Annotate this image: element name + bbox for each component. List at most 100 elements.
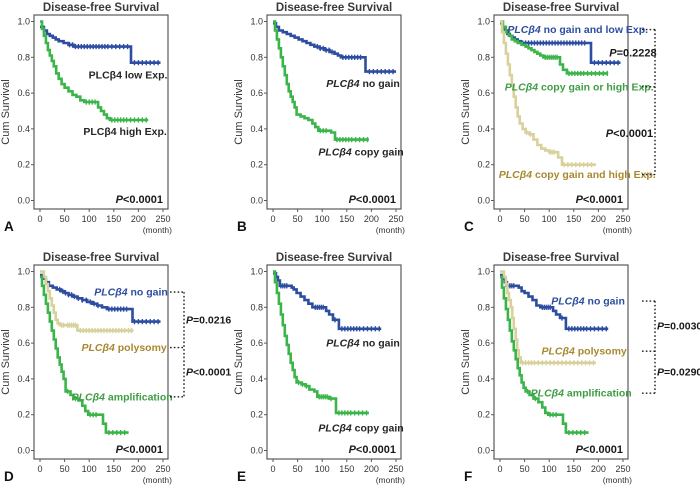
x-tick-label: 100 (82, 214, 97, 224)
x-tick-label: 0 (270, 214, 275, 224)
x-tick-label: 250 (155, 214, 170, 224)
x-tick-label: 150 (106, 214, 121, 224)
x-tick-label: 250 (155, 464, 170, 474)
x-tick-label: 150 (339, 464, 354, 474)
survival-curve-plcb4-copy-gain-or-high-exp (500, 20, 609, 75)
survival-curve-plcb4-low-exp (40, 25, 161, 64)
y-tick-label: 0.4 (250, 124, 263, 134)
p-value-bracket: P<0.0001 (186, 367, 231, 379)
y-tick-label: 0.6 (17, 88, 30, 98)
y-tick-label: 1.0 (477, 17, 490, 27)
x-tick-label: 0 (497, 464, 502, 474)
x-tick-label: 0 (37, 464, 42, 474)
y-tick-label: 0.4 (250, 374, 263, 384)
panel-letter: D (4, 469, 14, 484)
y-tick-label: 0.0 (477, 196, 490, 206)
plot-area-border (266, 14, 402, 210)
curve-label-plcb4-no-gain: PLCβ4 no gain (326, 338, 400, 350)
x-tick-label: 150 (566, 464, 581, 474)
km-plot-d: Disease-free Survival Cum Survival 0.0 0.2 0… (0, 252, 231, 485)
curve-label-plcb4-copy-gain-and-high-exp: PLCβ4 copy gain and high Exp. (499, 169, 656, 181)
y-tick-label: 0.6 (250, 88, 263, 98)
x-tick-label: 0 (497, 214, 502, 224)
x-tick-label: 50 (293, 214, 303, 224)
survival-curve-plcb4-copy-gain (273, 20, 369, 141)
p-value-annotation: P=0.2228 (609, 47, 656, 59)
panel-letter: E (237, 469, 246, 484)
x-tick-label: 0 (37, 214, 42, 224)
y-axis-label: Cum Survival (233, 329, 245, 394)
y-tick-label: 1.0 (250, 17, 263, 27)
y-tick-label: 1.0 (17, 267, 30, 277)
survival-curve-plcb4-amplification (40, 275, 129, 434)
y-tick-label: 0.2 (17, 410, 30, 420)
p-value-bracket: P=0.0216 (186, 314, 231, 326)
y-tick-label: 0.0 (477, 446, 490, 456)
x-tick-label: 200 (364, 464, 379, 474)
x-unit-label: (month) (376, 225, 405, 235)
y-tick-label: 0.2 (250, 410, 263, 420)
p-value-bracket: P=0.0290 (657, 367, 700, 379)
y-tick-label: 0.4 (477, 124, 490, 134)
curve-label-plcb4-copy-gain: PLCβ4 copy gain (318, 423, 403, 435)
x-unit-label: (month) (143, 475, 172, 485)
curve-label-plcb4-polysomy: PLCβ4 polysomy (81, 342, 166, 354)
panel-e: Disease-free Survival Cum Survival 0.0 0.2 0… (233, 250, 466, 504)
y-tick-label: 1.0 (17, 17, 30, 27)
curve-label-plcb4-no-gain: PLCβ4 no gain (94, 287, 168, 299)
y-tick-label: 0.4 (17, 124, 30, 134)
y-axis-label: Cum Survival (0, 79, 12, 144)
x-tick-label: 250 (615, 464, 630, 474)
km-plot-b: Disease-free Survival Cum Survival 0.0 0.2 0… (233, 2, 405, 235)
curve-label-plcb4-low-exp: PLCβ4 low Exp. (89, 70, 168, 82)
y-tick-label: 0.0 (250, 446, 263, 456)
x-unit-label: (month) (376, 475, 405, 485)
x-unit-label: (month) (603, 225, 632, 235)
survival-curve-plcb4-copy-gain (273, 270, 369, 415)
p-value-bracket: P=0.0030 (657, 321, 700, 333)
x-tick-label: 100 (542, 214, 557, 224)
plot-title: Disease-free Survival (503, 252, 619, 264)
y-tick-label: 0.6 (477, 338, 490, 348)
plot-title: Disease-free Survival (43, 252, 159, 264)
plot-title: Disease-free Survival (276, 2, 392, 14)
panel-a: Disease-free Survival Cum Survival 0.0 0.2 0… (0, 0, 233, 255)
curve-label-plcb4-polysomy: PLCβ4 polysomy (541, 346, 626, 358)
survival-curve-plcb4-polysomy (500, 270, 596, 365)
x-tick-label: 200 (131, 464, 146, 474)
y-tick-label: 0.8 (17, 52, 30, 62)
curve-label-plcb4-no-gain: PLCβ4 no gain (326, 78, 400, 90)
y-axis-label: Cum Survival (460, 329, 472, 394)
survival-curve-plcb4-no-gain (273, 272, 382, 331)
x-tick-label: 100 (542, 464, 557, 474)
panel-b: Disease-free Survival Cum Survival 0.0 0.2 0… (233, 0, 466, 255)
x-tick-label: 200 (591, 214, 606, 224)
y-tick-label: 0.2 (477, 160, 490, 170)
x-tick-label: 250 (388, 464, 403, 474)
y-tick-label: 0.2 (250, 160, 263, 170)
panel-letter: A (4, 219, 14, 234)
curve-label-plcb4-high-exp: PLCβ4 high Exp. (83, 126, 167, 138)
km-plot-e: Disease-free Survival Cum Survival 0.0 0.2 0… (233, 252, 405, 485)
y-tick-label: 0.8 (250, 52, 263, 62)
y-tick-label: 1.0 (477, 267, 490, 277)
curve-label-plcb4-no-gain: PLCβ4 no gain (551, 296, 625, 308)
survival-curve-plcb4-high-exp (40, 20, 149, 122)
y-tick-label: 0.6 (477, 88, 490, 98)
plot-title: Disease-free Survival (43, 2, 159, 14)
panel-letter: C (464, 219, 474, 234)
survival-curve-plcb4-no-gain (273, 22, 396, 73)
x-tick-label: 200 (131, 214, 146, 224)
plot-area-border (266, 264, 402, 460)
y-axis-label: Cum Survival (233, 79, 245, 144)
x-tick-label: 150 (339, 214, 354, 224)
x-tick-label: 250 (388, 214, 403, 224)
y-tick-label: 0.4 (477, 374, 490, 384)
y-tick-label: 0.0 (250, 196, 263, 206)
p-value-overall: P<0.0001 (576, 444, 623, 456)
y-tick-label: 0.4 (17, 374, 30, 384)
p-value-overall: P<0.0001 (576, 194, 623, 206)
curve-label-plcb4-amplification: PLCβ4 amplification (72, 391, 173, 403)
plot-title: Disease-free Survival (276, 252, 392, 264)
